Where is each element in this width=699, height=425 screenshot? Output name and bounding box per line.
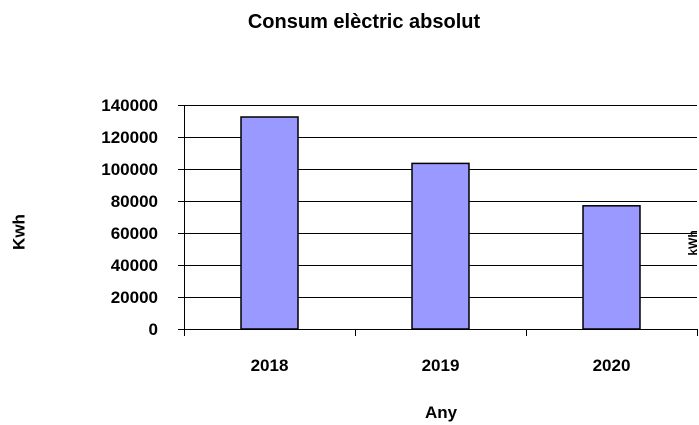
bar-2020 [582,205,641,330]
y-tick-label: 0 [149,320,158,339]
bar-2019 [411,162,470,330]
y-axis-label: Kwh [9,214,28,250]
secondary-y-axis-label: kWh [686,230,699,255]
y-tick-label: 60000 [111,224,158,243]
y-tick-label: 140000 [101,96,158,115]
y-tick-label: 40000 [111,256,158,275]
x-axis-ticks: 2018 2019 2020 [184,329,698,375]
x-tick-label: 2018 [251,356,289,375]
x-tick-label: 2019 [422,356,460,375]
y-axis-ticks: 0 20000 40000 60000 80000 100000 120000 140000 [101,96,184,339]
y-tick-label: 100000 [101,160,158,179]
bar-2018 [240,116,299,330]
x-axis-label: Any [425,403,458,422]
y-tick-label: 80000 [111,192,158,211]
chart-title: Consum elèctric absolut [248,11,481,33]
x-tick-label: 2020 [593,356,631,375]
bars [240,116,641,330]
y-tick-label: 120000 [101,128,158,147]
y-tick-label: 20000 [111,288,158,307]
